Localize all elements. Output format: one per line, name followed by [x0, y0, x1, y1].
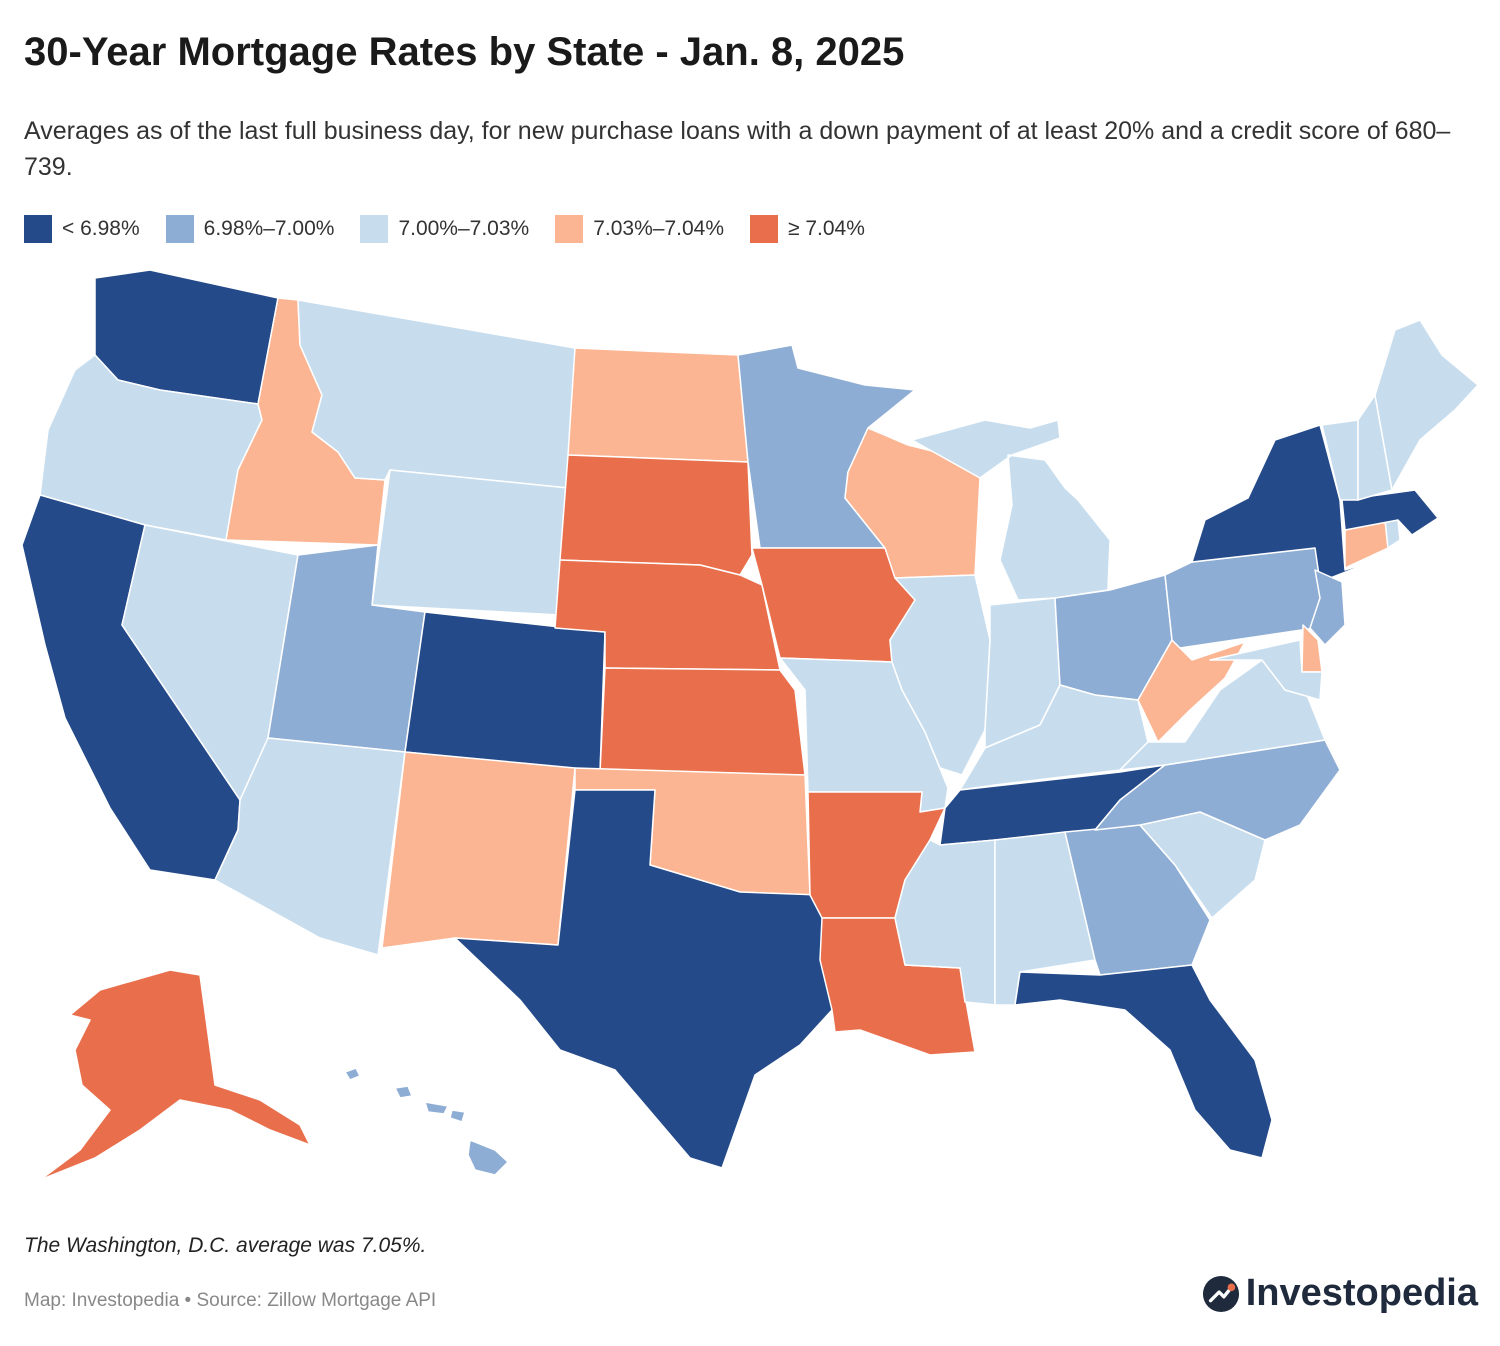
state-ks — [599, 667, 806, 776]
state-nd — [567, 347, 749, 463]
legend-item-703-704: 7.03%–7.04% — [555, 215, 724, 243]
legend-label: ≥ 7.04% — [788, 217, 865, 240]
state-ma — [1341, 489, 1439, 536]
source-credit: Map: Investopedia • Source: Zillow Mortg… — [24, 1290, 437, 1311]
legend-item-700-703: 7.00%–7.03% — [360, 215, 529, 243]
legend-item-698-700: 6.98%–7.00% — [165, 215, 335, 243]
legend-swatch — [24, 215, 52, 243]
state-sd — [559, 454, 753, 576]
legend-swatch — [555, 215, 584, 243]
state-me — [1374, 319, 1479, 491]
investopedia-logo: Investopedia — [1202, 1272, 1478, 1315]
us-choropleth-map — [0, 262, 1500, 1202]
investopedia-logo-icon — [1202, 1275, 1239, 1312]
legend-label: 6.98%–7.00% — [203, 217, 335, 240]
state-fl — [1014, 964, 1273, 1159]
legend-label: 7.00%–7.03% — [398, 217, 530, 240]
map-svg — [21, 269, 1479, 1181]
state-md — [1209, 639, 1323, 701]
state-co — [404, 611, 606, 773]
state-pa — [1164, 547, 1326, 649]
state-nm — [381, 751, 576, 949]
legend-item-lt-698: < 6.98% — [24, 215, 140, 243]
dc-footnote: The Washington, D.C. average was 7.05%. — [24, 1234, 427, 1257]
legend-swatch — [165, 215, 194, 243]
map-subtitle: Averages as of the last full business da… — [24, 117, 1451, 181]
state-wi — [844, 427, 981, 579]
state-wy — [371, 469, 569, 616]
state-hi — [449, 1109, 466, 1123]
state-ri — [1384, 519, 1401, 549]
legend-label: < 6.98% — [62, 217, 140, 240]
state-hi — [394, 1085, 413, 1099]
state-il — [889, 574, 991, 776]
legend-item-gte-704: ≥ 7.04% — [750, 215, 865, 243]
state-tx — [454, 789, 833, 1169]
legend-swatch — [750, 215, 778, 243]
state-hi — [467, 1139, 509, 1176]
state-ak — [39, 969, 311, 1181]
map-legend: < 6.98% 6.98%–7.00% 7.00%–7.03% 7.03%–7.… — [24, 212, 865, 246]
legend-swatch — [360, 215, 389, 243]
state-hi — [424, 1101, 449, 1115]
brand-name: Investopedia — [1245, 1272, 1478, 1314]
map-title: 30-Year Mortgage Rates by State - Jan. 8… — [24, 30, 905, 74]
legend-label: 7.03%–7.04% — [593, 217, 724, 240]
state-nj — [1309, 569, 1346, 646]
state-hi — [344, 1067, 361, 1081]
